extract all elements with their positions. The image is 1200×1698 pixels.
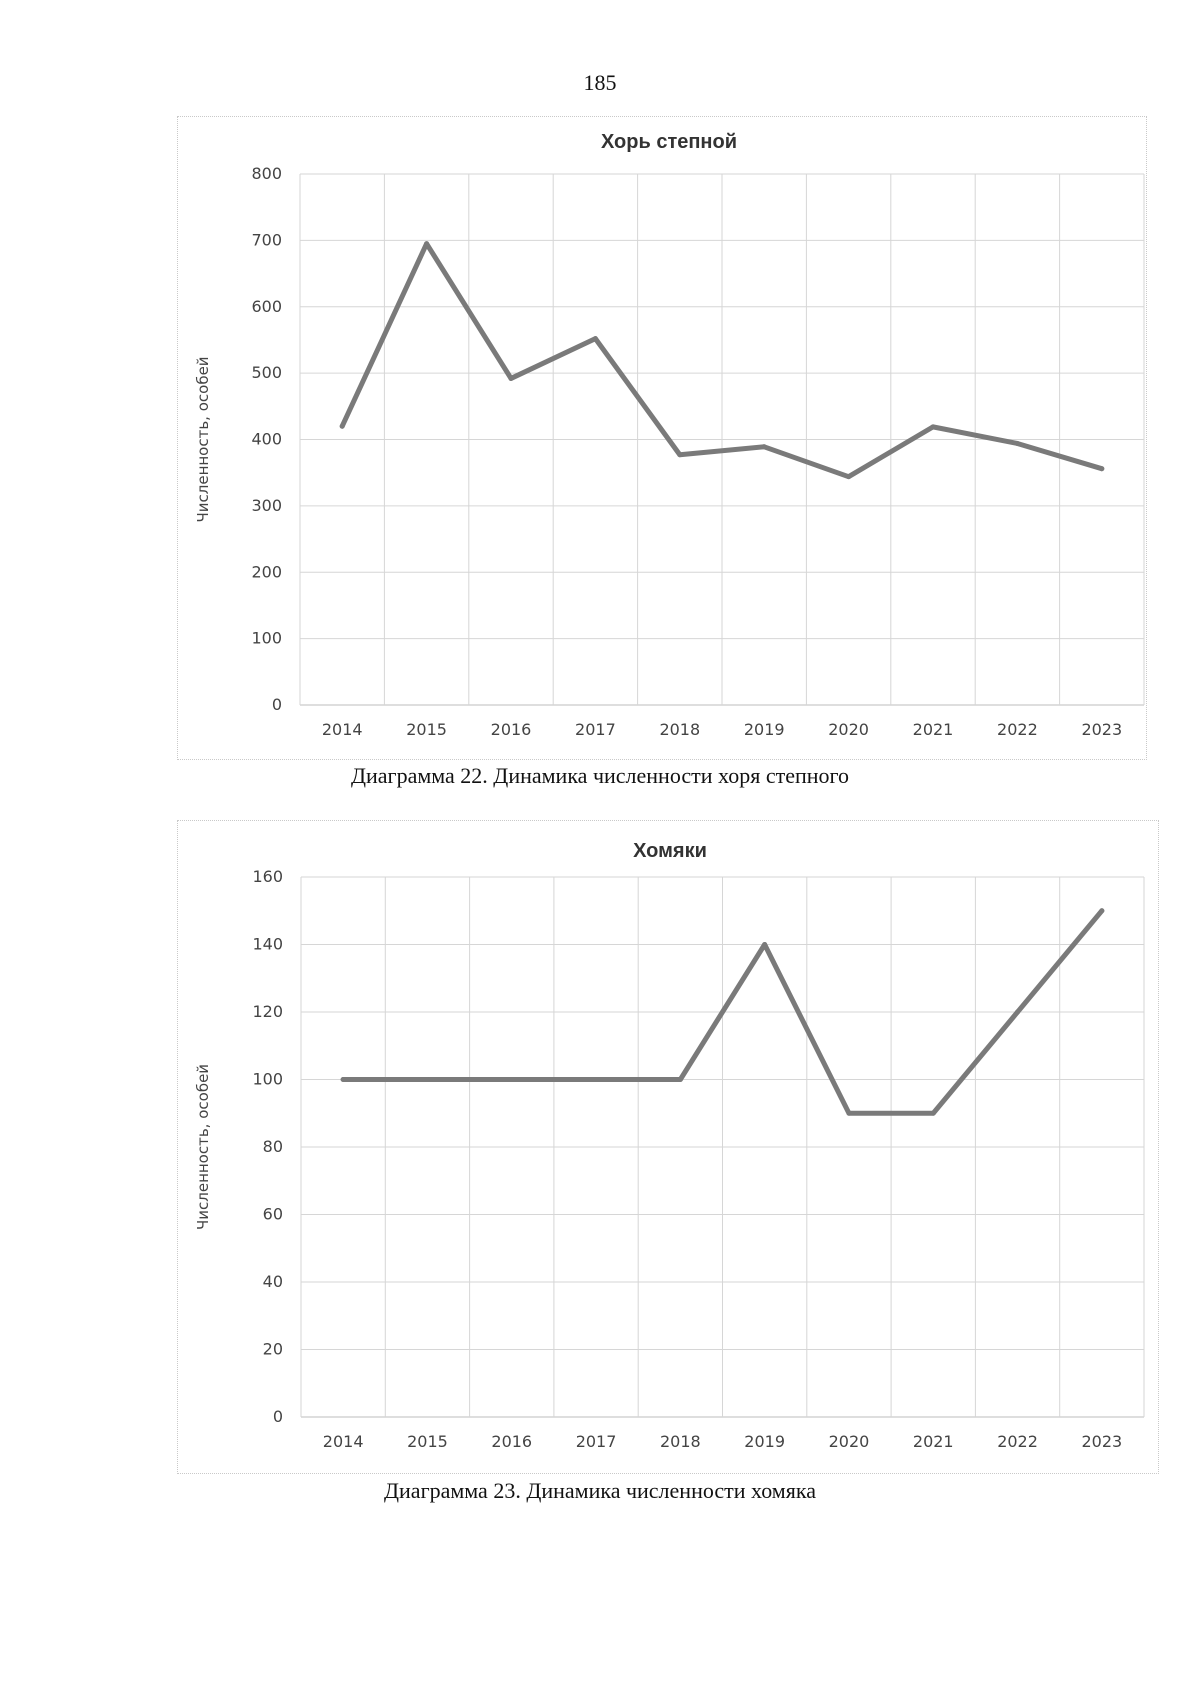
data-point (677, 452, 683, 458)
data-point (930, 424, 936, 430)
chart-title: Хорь степной (601, 131, 737, 153)
y-tick-label: 800 (251, 164, 282, 183)
x-tick-label: 2021 (913, 720, 954, 739)
data-point (1015, 1009, 1021, 1015)
y-tick-label: 200 (251, 562, 282, 581)
data-point (593, 1077, 599, 1082)
x-tick-label: 2019 (744, 720, 785, 739)
data-point (424, 241, 430, 247)
y-tick-label: 500 (251, 363, 282, 382)
chart-khor-stepnoy: Хорь степной 0 100 200 300 400 500 600 700 800 201… (177, 116, 1147, 760)
y-tick-label: 40 (263, 1272, 283, 1291)
x-tick-label: 2016 (491, 720, 532, 739)
y-axis-label: Численность, особей (194, 1064, 212, 1230)
y-tick-label: 600 (251, 297, 282, 316)
data-point (1014, 440, 1020, 446)
y-tick-label: 20 (263, 1340, 283, 1359)
x-tick-label: 2020 (829, 1432, 870, 1451)
data-point (340, 1077, 346, 1082)
page-number: 185 (583, 70, 617, 95)
x-tick-label: 2015 (406, 720, 447, 739)
x-tick-label: 2019 (744, 1432, 785, 1451)
data-point (677, 1077, 683, 1082)
x-tick-label: 2015 (407, 1432, 448, 1451)
data-point (509, 1077, 515, 1082)
data-point (761, 444, 767, 450)
x-tick-label: 2020 (828, 720, 869, 739)
y-tick-label: 140 (252, 935, 283, 954)
data-point (424, 1077, 430, 1082)
x-tick-label: 2016 (491, 1432, 532, 1451)
data-point (592, 336, 598, 342)
x-tick-label: 2014 (322, 720, 363, 739)
series-line (340, 908, 1105, 1116)
data-point (339, 423, 345, 429)
data-point (1099, 908, 1105, 914)
data-point (930, 1110, 936, 1116)
data-point (1099, 466, 1105, 472)
x-tick-label: 2022 (997, 1432, 1038, 1451)
chart-title: Хомяки (633, 840, 707, 862)
series-line (339, 241, 1105, 480)
data-point (508, 375, 514, 381)
y-tick-label: 160 (252, 867, 283, 886)
chart-khomyaki: Хомяки 0 20 40 60 80 100 120 140 160 2014 2015 2016 2… (177, 820, 1159, 1474)
x-tick-label: 2021 (913, 1432, 954, 1451)
y-tick-label: 120 (252, 1002, 283, 1021)
y-tick-label: 700 (251, 230, 282, 249)
y-tick-label: 80 (263, 1137, 283, 1156)
x-tick-label: 2014 (323, 1432, 364, 1451)
x-tick-label: 2023 (1081, 720, 1122, 739)
x-tick-label: 2018 (660, 1432, 701, 1451)
x-tick-label: 2017 (575, 720, 616, 739)
x-tick-label: 2022 (997, 720, 1038, 739)
line-chart-khor: Хорь степной 0 100 200 300 400 500 600 700 800 201… (194, 131, 1145, 739)
y-tick-label: 100 (252, 1070, 283, 1089)
x-tick-label: 2023 (1081, 1432, 1122, 1451)
y-tick-label: 100 (251, 629, 282, 648)
chart-caption-22: Диаграмма 22. Динамика численности хоря … (351, 763, 849, 788)
line-chart-khomyaki: Хомяки 0 20 40 60 80 100 120 140 160 2014 2015 2016 2… (194, 840, 1145, 1451)
y-tick-label: 60 (263, 1205, 283, 1224)
y-axis-label: Численность, особей (194, 356, 212, 522)
y-tick-label: 400 (251, 430, 282, 449)
y-tick-label: 0 (273, 1407, 283, 1426)
data-point (762, 942, 768, 947)
data-point (846, 474, 852, 480)
y-tick-label: 300 (251, 496, 282, 515)
data-point (846, 1110, 852, 1116)
x-tick-label: 2018 (659, 720, 700, 739)
x-tick-label: 2017 (576, 1432, 617, 1451)
y-tick-label: 0 (272, 695, 282, 714)
chart-caption-23: Диаграмма 23. Динамика численности хомяк… (384, 1478, 816, 1503)
